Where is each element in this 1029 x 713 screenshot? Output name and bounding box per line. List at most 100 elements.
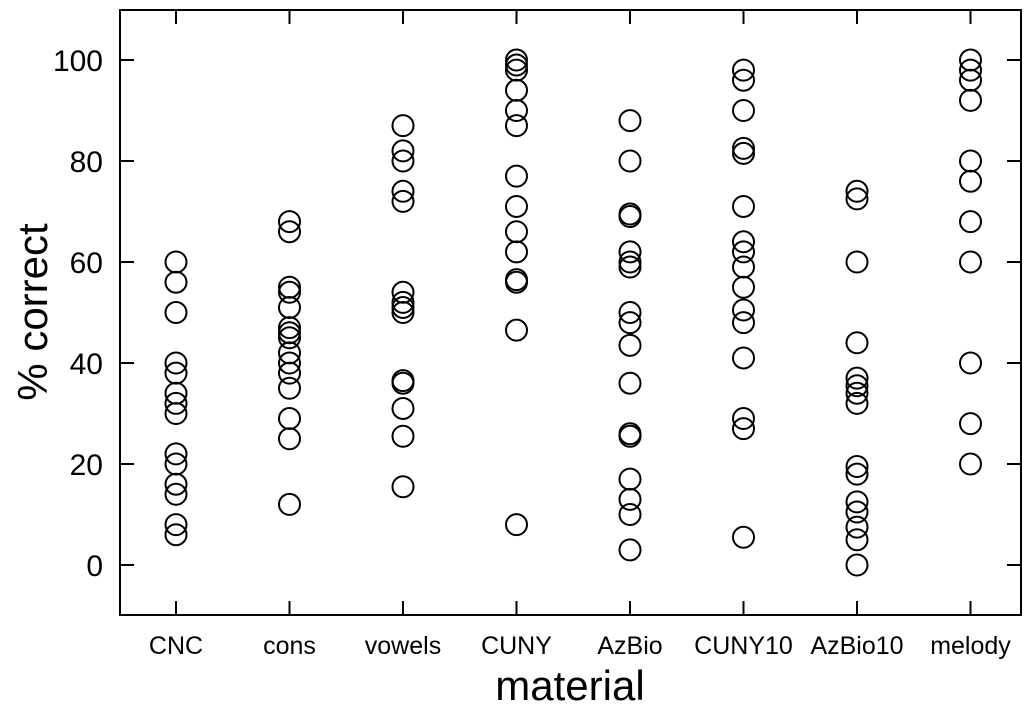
x-tick-label: AzBio (597, 632, 662, 660)
data-point (278, 280, 301, 304)
data-point (732, 407, 755, 431)
data-point (278, 361, 301, 385)
data-point (845, 179, 869, 203)
data-point (505, 114, 528, 138)
data-point (618, 503, 642, 526)
data-point (505, 220, 528, 244)
data-point (732, 230, 755, 254)
data-point (618, 255, 642, 279)
data-point (391, 179, 415, 203)
data-point (732, 240, 755, 264)
data-point (618, 424, 642, 448)
data-point (278, 376, 301, 400)
data-point (391, 396, 415, 420)
y-tick-label: 20 (70, 449, 103, 482)
data-point (845, 187, 869, 211)
data-point (732, 68, 755, 92)
x-axis-label: material (495, 662, 644, 709)
data-point (845, 331, 869, 355)
data-point (278, 326, 301, 350)
data-point (959, 250, 982, 274)
data-point (845, 366, 869, 390)
data-point (618, 205, 642, 229)
data-point (845, 391, 869, 415)
data-point (618, 371, 642, 395)
data-point (959, 169, 982, 193)
data-point (845, 381, 869, 405)
data-point (845, 455, 869, 479)
data-point (845, 500, 869, 524)
x-axis: CNC cons vowels CUNY AzBio CUNY10 AzBio10 melod… (149, 10, 1011, 660)
x-tick-label: vowels (365, 632, 441, 660)
data-point (391, 139, 415, 163)
data-point (732, 298, 755, 322)
data-point (505, 194, 528, 218)
data-point (732, 417, 755, 441)
data-point (505, 53, 528, 77)
data-point (391, 371, 415, 395)
data-point (618, 149, 642, 173)
data-point (618, 109, 642, 133)
data-point (845, 462, 869, 486)
data-point (278, 220, 301, 244)
data-point (845, 515, 869, 539)
data-point (505, 48, 528, 72)
data-point (278, 407, 301, 431)
y-tick-label: 40 (70, 348, 103, 381)
data-point (164, 523, 188, 547)
data-point (732, 136, 755, 160)
data-point (391, 475, 415, 499)
data-point (732, 99, 755, 122)
data-point (959, 149, 982, 173)
data-point (732, 194, 755, 218)
y-axis: 0 20 40 60 80 100 (53, 45, 1021, 583)
data-point (391, 114, 415, 138)
data-point (732, 141, 755, 165)
data-point (505, 270, 528, 294)
data-point (959, 58, 982, 82)
data-point (618, 538, 642, 562)
x-tick-label: CUNY (481, 632, 552, 660)
data-point (732, 311, 755, 335)
data-point (278, 351, 301, 375)
data-point (391, 189, 415, 213)
data-point (618, 467, 642, 491)
data-point (278, 210, 301, 234)
x-tick-label: melody (930, 632, 1011, 660)
data-point (959, 412, 982, 436)
data-point (959, 88, 982, 112)
y-axis-label: % correct (9, 223, 56, 401)
data-point (959, 351, 982, 375)
x-tick-label: CNC (149, 632, 203, 660)
data-point (505, 78, 528, 102)
y-tick-label: 60 (70, 247, 103, 280)
y-tick-label: 100 (53, 45, 103, 78)
data-point (164, 482, 188, 506)
data-point (618, 487, 642, 511)
data-point (845, 374, 869, 398)
data-point (845, 490, 869, 514)
data-point (505, 99, 528, 122)
data-point (959, 452, 982, 476)
data-point (845, 553, 869, 577)
data-point (505, 240, 528, 264)
data-point (278, 316, 301, 340)
data-point (732, 525, 755, 549)
data-point (164, 250, 188, 274)
data-point (278, 321, 301, 345)
data-point (618, 311, 642, 335)
data-point (278, 295, 301, 319)
data-point (732, 275, 755, 299)
data-point (618, 240, 642, 264)
data-point (391, 424, 415, 448)
data-point (164, 301, 188, 324)
y-tick-label: 0 (86, 550, 103, 583)
data-point (391, 301, 415, 324)
data-point (278, 492, 301, 516)
data-point (164, 391, 188, 415)
data-point (164, 402, 188, 425)
data-point (618, 333, 642, 357)
data-point (732, 58, 755, 82)
data-point (164, 351, 188, 375)
